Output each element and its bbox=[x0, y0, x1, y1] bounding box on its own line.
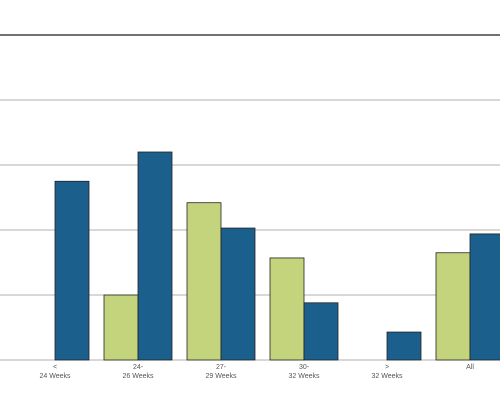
x-tick-label: 32 Weeks bbox=[372, 373, 403, 380]
x-tick-label: 24 Weeks bbox=[40, 373, 71, 380]
bar bbox=[54, 180, 90, 361]
x-tick-label: All bbox=[466, 364, 474, 371]
x-tick-label: 29 Weeks bbox=[206, 373, 237, 380]
bar bbox=[386, 331, 422, 361]
bar bbox=[435, 252, 471, 361]
bar bbox=[220, 227, 256, 361]
x-tick-label: 24- bbox=[133, 364, 144, 371]
bar bbox=[137, 151, 173, 361]
x-tick-label: 32 Weeks bbox=[289, 373, 320, 380]
bar bbox=[303, 302, 339, 361]
x-tick-label: < bbox=[53, 364, 57, 371]
x-tick-label: > bbox=[385, 364, 389, 371]
x-tick-label: 26 Weeks bbox=[123, 373, 154, 380]
bar bbox=[269, 257, 305, 361]
bar bbox=[186, 202, 222, 361]
bar bbox=[469, 233, 500, 361]
bar bbox=[103, 294, 139, 361]
x-tick-label: 27- bbox=[216, 364, 227, 371]
x-tick-label: 30- bbox=[299, 364, 310, 371]
